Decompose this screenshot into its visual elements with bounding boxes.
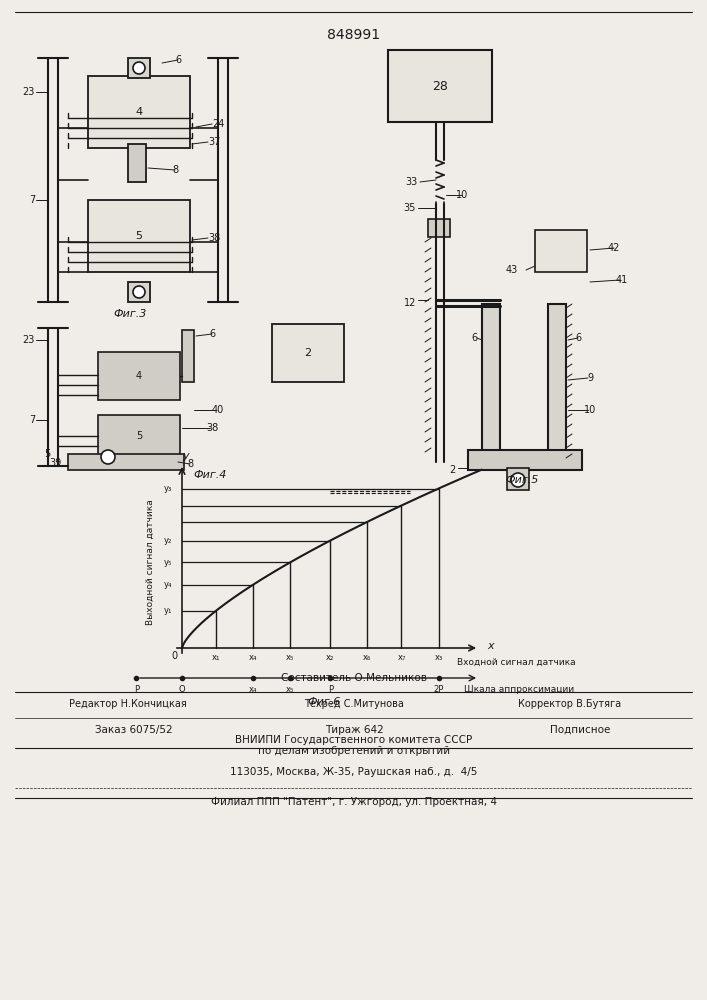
Circle shape [101,450,115,464]
Bar [468,450,582,470]
Bar [128,144,146,182]
Text: Корректор В.Бутяга: Корректор В.Бутяга [518,699,621,709]
Text: 39: 39 [49,458,62,468]
Text: 6: 6 [209,329,215,339]
Text: 5: 5 [136,231,143,241]
Text: 40: 40 [212,405,224,415]
Text: x₅: x₅ [286,684,295,694]
Text: 4: 4 [136,371,142,381]
Text: 28: 28 [432,80,448,93]
Text: x₄: x₄ [249,684,257,694]
Text: 10: 10 [456,190,468,200]
Text: y₃: y₃ [164,484,172,493]
Text: x₄: x₄ [249,654,257,662]
Text: x₅: x₅ [286,654,295,662]
Text: по делам изобретений и открытий: по делам изобретений и открытий [258,746,450,756]
Text: 37: 37 [208,137,221,147]
Text: 10: 10 [584,405,596,415]
Text: Редактор Н.Кончицкая: Редактор Н.Кончицкая [69,699,187,709]
Bar [68,454,184,470]
Text: 2: 2 [305,348,312,358]
Text: Фиг.6: Фиг.6 [308,697,341,707]
Text: 2: 2 [449,465,455,475]
Text: x₂: x₂ [326,654,334,662]
Text: Техред С.Митунова: Техред С.Митунова [304,699,404,709]
Text: 12: 12 [404,298,416,308]
Circle shape [133,62,145,74]
Text: Тираж 642: Тираж 642 [325,725,383,735]
Bar [535,230,587,272]
Text: Фиг.4: Фиг.4 [193,470,227,480]
Bar [388,50,492,122]
Text: y₅: y₅ [163,558,172,567]
Bar [182,330,194,382]
Text: y₁: y₁ [163,606,172,615]
Text: 38: 38 [208,233,221,243]
Bar [482,304,500,462]
Text: Филиал ППП "Патент", г. Ужгород, ул. Проектная, 4: Филиал ППП "Патент", г. Ужгород, ул. Про… [211,797,497,807]
Bar [98,352,180,400]
Text: 35: 35 [404,203,416,213]
Text: Подписное: Подписное [549,725,610,735]
Bar [128,282,150,302]
Text: 5: 5 [44,449,50,459]
Text: 33: 33 [406,177,418,187]
Text: 24: 24 [212,119,224,129]
Text: ВНИИПИ Государственного комитета СССР: ВНИИПИ Государственного комитета СССР [235,735,472,745]
Text: O: O [179,684,185,694]
Text: 42: 42 [608,243,620,253]
Text: Составитель О.Мельников: Составитель О.Мельников [281,673,427,683]
Text: y: y [182,451,189,461]
Text: 848991: 848991 [327,28,380,42]
Text: x₁: x₁ [212,654,221,662]
Text: Фиг.3: Фиг.3 [113,309,146,319]
Text: P: P [327,684,333,694]
Text: x₃: x₃ [434,654,443,662]
Bar [88,76,190,148]
Text: 43: 43 [506,265,518,275]
Text: 0: 0 [171,651,177,661]
Text: 6: 6 [471,333,477,343]
Text: 8: 8 [172,165,178,175]
Text: y₂: y₂ [164,536,172,545]
Text: x: x [487,641,493,651]
Text: Выходной сигнал датчика: Выходной сигнал датчика [146,499,155,625]
Bar [507,468,529,490]
Text: y₄: y₄ [163,580,172,589]
Text: Входной сигнал датчика: Входной сигнал датчика [457,658,575,666]
Bar [128,58,150,78]
Text: 6: 6 [175,55,181,65]
Text: 2P: 2P [433,684,444,694]
Text: 4: 4 [136,107,143,117]
Bar [428,219,450,237]
Text: Шкала аппроксимации: Шкала аппроксимации [464,684,573,694]
Text: 7: 7 [29,195,35,205]
Text: x₇: x₇ [397,654,406,662]
Bar [88,200,190,272]
Text: x₆: x₆ [363,654,371,662]
Text: 8: 8 [187,459,193,469]
Text: Заказ 6075/52: Заказ 6075/52 [95,725,173,735]
Text: P: P [134,684,139,694]
Text: 38: 38 [206,423,218,433]
Text: 23: 23 [23,335,35,345]
Circle shape [133,286,145,298]
Bar [548,304,566,462]
Text: 113035, Москва, Ж-35, Раушская наб., д.  4/5: 113035, Москва, Ж-35, Раушская наб., д. … [230,767,478,777]
Text: 5: 5 [136,431,142,441]
Text: 9: 9 [587,373,593,383]
Text: Фиг.5: Фиг.5 [506,475,539,485]
Text: 6: 6 [575,333,581,343]
Circle shape [511,473,525,487]
Bar [272,324,344,382]
Text: 23: 23 [23,87,35,97]
Text: 41: 41 [616,275,628,285]
Text: 7: 7 [29,415,35,425]
Bar [98,415,180,457]
